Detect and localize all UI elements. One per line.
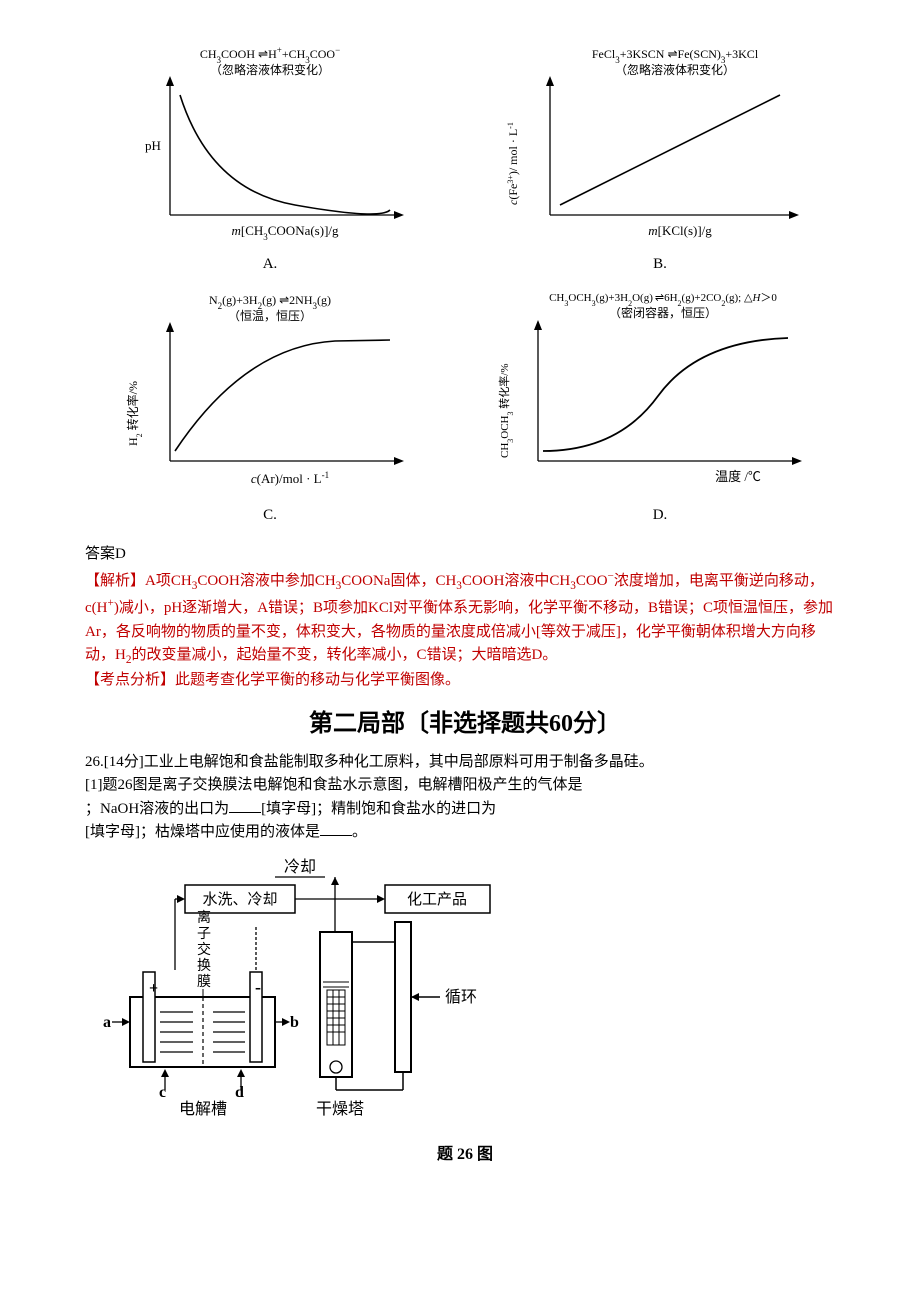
chart-b-ylabel: c(Fe3+)/ mol · L-1	[506, 122, 521, 205]
chart-c-label: C.	[263, 503, 277, 527]
chart-b-note: （忽略溶液体积变化）	[615, 62, 735, 77]
cell-label: 电解槽	[179, 1100, 227, 1118]
chart-a-ylabel: pH	[145, 138, 161, 153]
product-label: 化工产品	[407, 891, 467, 908]
diagram-caption: 题 26 图	[85, 1142, 845, 1168]
chart-b-svg: FeCl3+3KSCN⇌Fe(SCN)3+3KCl （忽略溶液体积变化） c(F…	[495, 40, 825, 250]
tower-label: 干燥塔	[316, 1100, 364, 1118]
chart-a-xlabel: m[CH3COONa(s)]/g	[231, 223, 339, 242]
chart-b-xlabel: m[KCl(s)]/g	[648, 223, 712, 238]
chart-a-note: （忽略溶液体积变化）	[210, 62, 330, 77]
membrane-label-l2: 子	[197, 926, 211, 942]
chart-d: CH3OCH3(g)+3H2O(g)⇌6H2(g)+2CO2(g); △H＞0 …	[475, 286, 845, 527]
membrane-label-l5: 膜	[197, 974, 211, 990]
q26-line2b: [填字母]；精制饱和食盐水的进口为	[261, 801, 496, 817]
chart-a: CH3COOH⇌H++CH3COO− （忽略溶液体积变化） pH m[CH3CO…	[85, 40, 455, 276]
cooling-label: 冷却	[284, 858, 316, 876]
chart-d-xlabel: 温度 /℃	[715, 469, 761, 484]
chart-a-label: A.	[263, 252, 278, 276]
topic-body: 此题考查化学平衡的移动与化学平衡图像。	[175, 672, 460, 688]
membrane-label-l1: 离	[197, 909, 211, 926]
q26-diagram-svg: 冷却 水洗、冷却 化工产品 离 子 交 换 膜	[85, 852, 555, 1132]
q26-line3b: 。	[352, 824, 367, 840]
chart-c-xlabel: c(Ar)/mol · L-1	[251, 470, 329, 486]
membrane-label-l3: 交	[197, 941, 211, 958]
wash-cool-label: 水洗、冷却	[202, 891, 277, 908]
chart-d-ylabel: CH3OCH3 转化率/%	[497, 364, 515, 459]
charts-grid: CH3COOH⇌H++CH3COO− （忽略溶液体积变化） pH m[CH3CO…	[85, 40, 845, 527]
q26-head: 26.[14分]工业上电解饱和食盐能制取多种化工原料，其中局部原料可用于制备多晶…	[85, 754, 654, 770]
analysis-body: A项CH3COOH溶液中参加CH3COONa固体，CH3COOH溶液中CH3CO…	[85, 573, 833, 663]
recycle-label: 循环	[445, 988, 477, 1006]
q26-line2a: ；NaOH溶液的出口为	[85, 801, 229, 817]
chart-d-svg: CH3OCH3(g)+3H2O(g)⇌6H2(g)+2CO2(g); △H＞0 …	[488, 286, 833, 501]
chart-c-svg: N2(g)+3H2(g)⇌2NH3(g) （恒温，恒压） H2 转化率/% c(…	[115, 286, 425, 501]
chart-b: FeCl3+3KSCN⇌Fe(SCN)3+3KCl （忽略溶液体积变化） c(F…	[475, 40, 845, 276]
q26-line1a: [1]题26图是离子交换膜法电解饱和食盐水示意图，电解槽阳极产生的气体是	[85, 777, 583, 793]
chart-c-ylabel: H2 转化率/%	[125, 381, 144, 446]
membrane-label-l4: 换	[197, 957, 211, 974]
section-title: 第二局部〔非选择题共60分〕	[85, 705, 845, 743]
minus-sign: -	[255, 977, 261, 997]
label-b: b	[290, 1014, 299, 1031]
chart-d-label: D.	[653, 503, 668, 527]
chart-d-note: （密闭容器，恒压）	[608, 305, 716, 320]
answer-text: 答案D	[85, 542, 845, 566]
chart-a-svg: CH3COOH⇌H++CH3COO− （忽略溶液体积变化） pH m[CH3CO…	[115, 40, 425, 250]
topic-prefix: 【考点分析】	[85, 672, 175, 688]
chart-c: N2(g)+3H2(g)⇌2NH3(g) （恒温，恒压） H2 转化率/% c(…	[85, 286, 455, 527]
chart-b-label: B.	[653, 252, 667, 276]
chart-a-eq: CH3COOH⇌H++CH3COO−	[200, 45, 340, 65]
chart-c-note: （恒温，恒压）	[228, 309, 312, 323]
q26-line3a: [填字母]；枯燥塔中应使用的液体是	[85, 824, 320, 840]
blank-2	[320, 821, 352, 836]
label-a: a	[103, 1014, 111, 1031]
label-d: d	[235, 1084, 244, 1101]
analysis-block: 【解析】A项CH3COOH溶液中参加CH3COONa固体，CH3COOH溶液中C…	[85, 568, 845, 693]
analysis-prefix: 【解析】	[85, 573, 145, 589]
plus-sign: +	[149, 980, 158, 997]
blank-1	[229, 798, 261, 813]
q26-block: 26.[14分]工业上电解饱和食盐能制取多种化工原料，其中局部原料可用于制备多晶…	[85, 751, 845, 844]
q26-diagram: 冷却 水洗、冷却 化工产品 离 子 交 换 膜	[85, 852, 845, 1168]
